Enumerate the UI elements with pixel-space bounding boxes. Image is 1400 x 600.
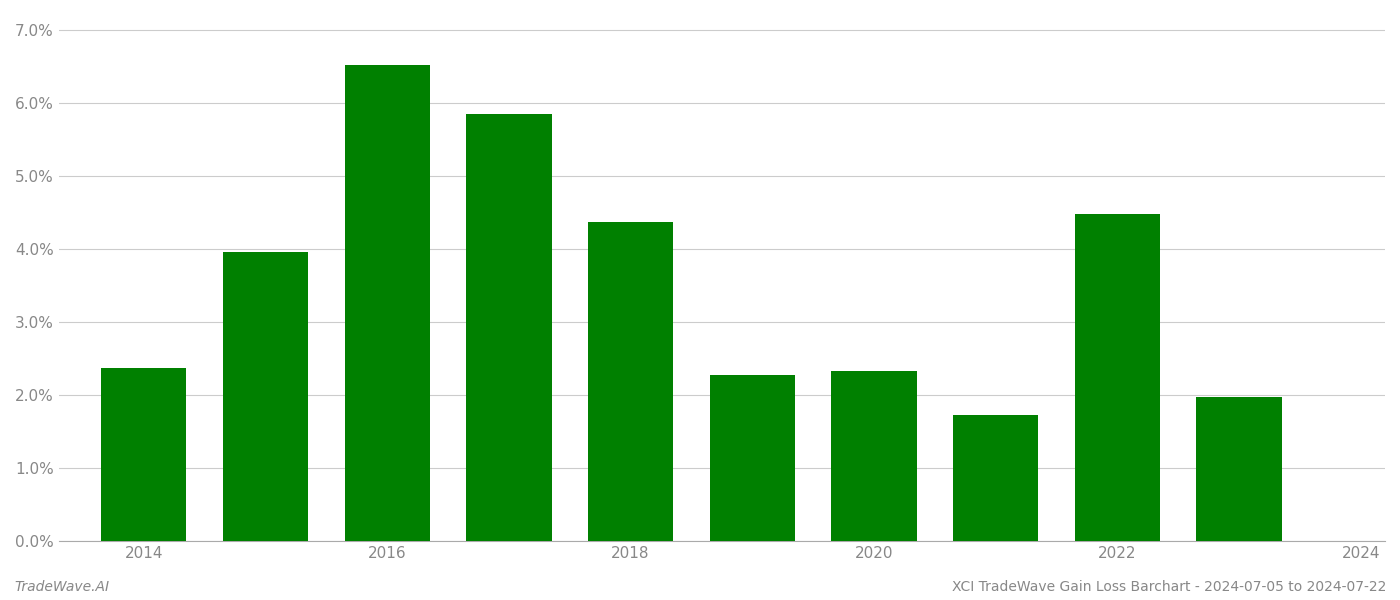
Bar — [344, 65, 430, 541]
Bar — [223, 253, 308, 541]
Bar — [832, 371, 917, 541]
Bar — [588, 222, 673, 541]
Bar — [1197, 397, 1281, 541]
Bar — [710, 375, 795, 541]
Bar — [101, 368, 186, 541]
Bar — [1075, 214, 1161, 541]
Text: TradeWave.AI: TradeWave.AI — [14, 580, 109, 594]
Bar — [953, 415, 1039, 541]
Text: XCI TradeWave Gain Loss Barchart - 2024-07-05 to 2024-07-22: XCI TradeWave Gain Loss Barchart - 2024-… — [952, 580, 1386, 594]
Bar — [466, 113, 552, 541]
